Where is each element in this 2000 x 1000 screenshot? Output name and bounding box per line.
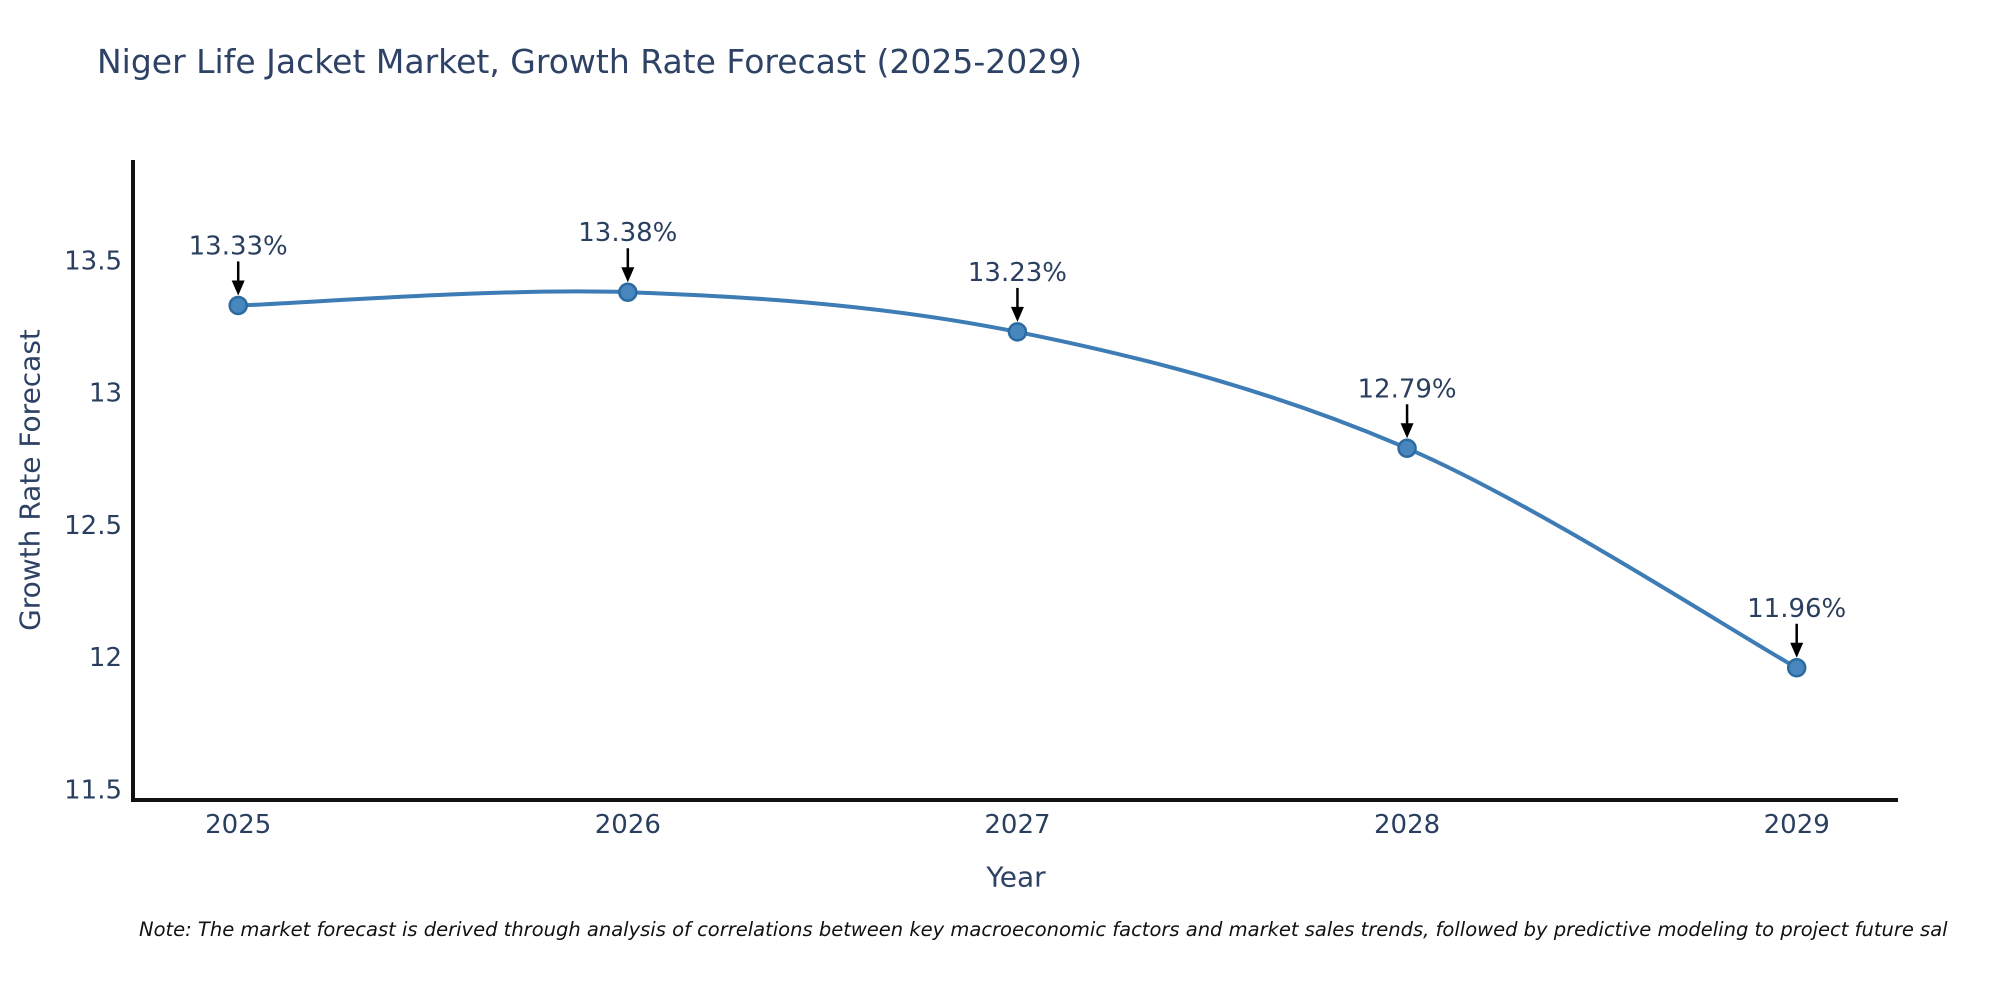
y-tick-label: 13	[89, 379, 122, 409]
y-tick-label: 11.5	[64, 775, 122, 805]
x-tick-label: 2028	[1374, 810, 1440, 840]
annotation-arrow-head	[621, 267, 635, 283]
data-point-marker	[1007, 322, 1028, 342]
data-point-marker	[618, 282, 638, 302]
y-tick-label: 12.5	[64, 511, 122, 541]
x-tick-label: 2025	[205, 810, 271, 840]
x-tick-label: 2026	[595, 810, 661, 840]
chart-title: Niger Life Jacket Market, Growth Rate Fo…	[97, 42, 1083, 81]
y-tick-label: 12	[89, 643, 122, 673]
footnote: Note: The market forecast is derived thr…	[139, 918, 1948, 941]
series-line	[236, 289, 1799, 670]
data-point-label: 13.33%	[189, 231, 288, 261]
data-point-marker	[1786, 658, 1807, 678]
data-point-label: 13.38%	[578, 218, 677, 248]
y-axis-title: Growth Rate Forecast	[13, 329, 47, 631]
annotation-arrow-head	[1010, 306, 1024, 322]
x-tick-label: 2027	[984, 810, 1050, 840]
data-point-label: 11.96%	[1747, 594, 1846, 624]
data-point-label: 12.79%	[1358, 374, 1457, 404]
x-tick-label: 2029	[1764, 810, 1830, 840]
annotation-arrow-head	[231, 280, 245, 296]
annotation-arrow-head	[1400, 423, 1414, 439]
data-point-label: 13.23%	[968, 258, 1067, 288]
y-tick-label: 13.5	[64, 246, 122, 276]
data-point-marker	[228, 295, 248, 316]
annotation-arrow-head	[1790, 642, 1804, 658]
data-point-marker	[1397, 438, 1417, 459]
x-axis-title: Year	[986, 860, 1046, 894]
